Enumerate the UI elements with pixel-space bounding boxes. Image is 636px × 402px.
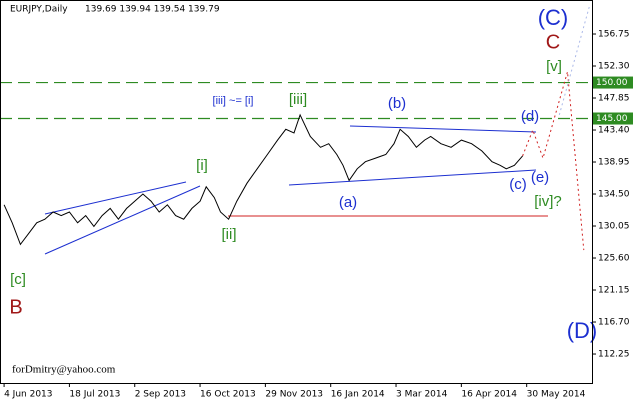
wave-label: [v] [546, 58, 562, 75]
plot-frame [0, 0, 593, 384]
wave-label: [ii] [222, 226, 237, 243]
y-tick-label: 116.70 [598, 318, 630, 328]
wave-label: [c] [10, 271, 26, 288]
wave-label: [i] [196, 157, 208, 174]
y-tick-label: 143.40 [598, 126, 630, 136]
x-tick-label: 30 May 2014 [527, 390, 586, 400]
ohlc-readout: 139.69 139.94 139.54 139.79 [85, 5, 220, 15]
wave-label: (a) [339, 194, 357, 211]
level-label: 145.00 [596, 114, 628, 124]
author-note: forDmitry@yahoo.com [12, 364, 116, 376]
y-tick-label: 125.60 [598, 254, 630, 264]
wave-label: (d) [521, 108, 539, 125]
channel-line [288, 169, 537, 186]
y-tick-label: 138.95 [598, 158, 630, 168]
y-tick-label: 156.75 [598, 30, 630, 40]
y-tick-label: 134.50 [598, 190, 630, 200]
wave-label: B [9, 296, 22, 318]
channel-line [44, 185, 201, 255]
y-tick-label: 121.15 [598, 286, 630, 296]
price-line [558, 4, 591, 116]
y-tick-label: 147.85 [598, 94, 630, 104]
plot [0, 4, 592, 251]
wave-note: [iii] ~= [i] [213, 95, 254, 107]
y-tick-label: 130.05 [598, 222, 630, 232]
wave-label: (b) [388, 95, 406, 112]
y-tick-label: 152.30 [598, 62, 630, 72]
wave-label: (c) [509, 176, 527, 193]
x-tick-label: 16 Jan 2014 [331, 390, 385, 400]
level-label: 150.00 [596, 78, 628, 88]
wave-label: (C) [538, 5, 569, 30]
wave-label: [iii] [289, 91, 307, 108]
y-tick-label: 112.25 [598, 350, 630, 360]
x-tick-label: 4 Jun 2013 [4, 390, 52, 400]
level-box [593, 76, 633, 89]
channel-line [44, 181, 187, 215]
x-tick-label: 3 Mar 2014 [396, 390, 448, 400]
x-tick-label: 29 Nov 2013 [265, 390, 323, 400]
wave-label: (e) [531, 169, 549, 186]
x-tick-label: 16 Apr 2014 [461, 390, 517, 400]
channels [44, 125, 548, 255]
x-tick-label: 2 Sep 2013 [135, 390, 186, 400]
price-line [3, 113, 523, 246]
x-tick-label: 16 Oct 2013 [200, 390, 256, 400]
wave-label: C [546, 31, 560, 53]
x-tick-label: 18 Jul 2013 [69, 390, 120, 400]
level-box [593, 112, 633, 125]
channel-line [349, 125, 537, 133]
wave-label: [iv]? [534, 193, 562, 210]
chart-title: EURJPY,Daily [10, 5, 68, 15]
